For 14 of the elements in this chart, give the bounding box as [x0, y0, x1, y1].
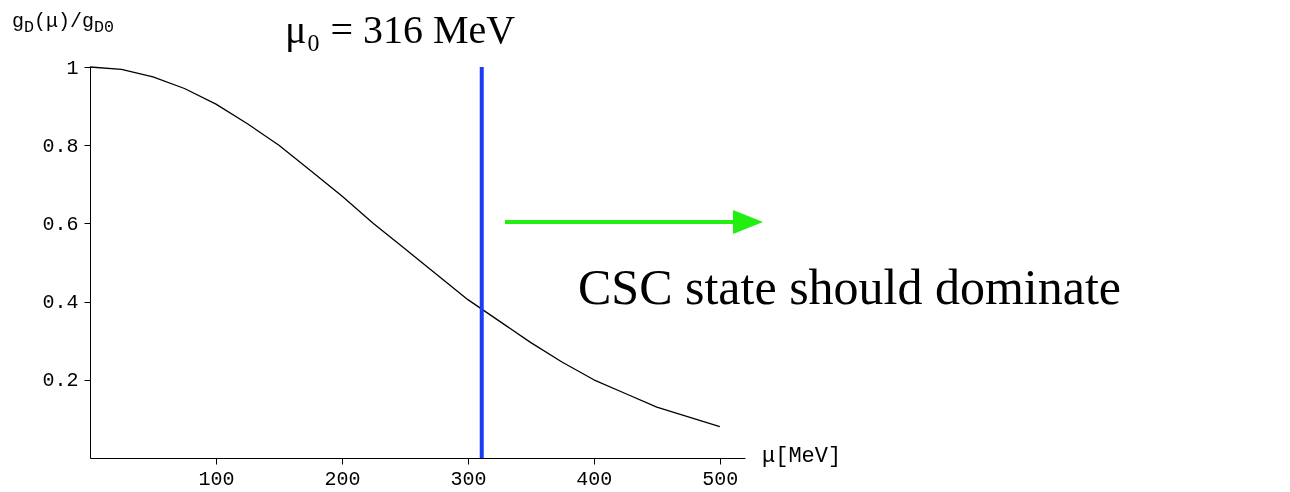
x-axis-title: μ[MeV] [762, 444, 842, 469]
x-tick-label: 100 [198, 467, 235, 491]
y-axis-title: g$_{D}$(μ)/g$_{D0}$ [12, 10, 115, 37]
x-tick-label: 500 [702, 467, 739, 491]
x-tick-label: 300 [450, 467, 487, 491]
y-tick-label: 0.6 [42, 212, 79, 236]
y-tick-label: 0.2 [42, 369, 79, 393]
chart-title: μ₀ = 316 MeV [285, 6, 516, 53]
annotation: CSC state should dominate [578, 258, 1122, 316]
x-tick-label: 400 [576, 467, 613, 491]
y-tick-label: 0.8 [42, 134, 79, 158]
y-tick-label: 1 [66, 56, 79, 80]
y-tick-label: 0.4 [42, 291, 79, 315]
x-tick-label: 200 [324, 467, 361, 491]
